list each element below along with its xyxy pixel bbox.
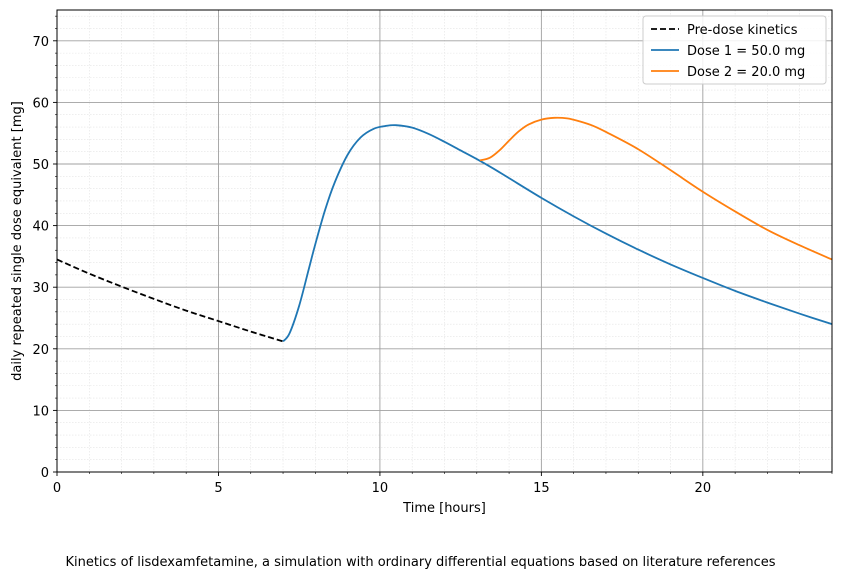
y-tick-label: 30 [32, 281, 49, 296]
y-tick-label: 10 [32, 404, 49, 419]
legend-entry-1: Dose 1 = 50.0 mg [687, 44, 805, 59]
axis-ticks: 0 5 10 15 20 0 10 20 30 40 50 60 70 [32, 15, 833, 496]
legend-box [642, 15, 827, 85]
x-tick-label: 5 [214, 481, 222, 496]
series-line-1 [282, 124, 833, 343]
legend-entry-2: Dose 2 = 20.0 mg [687, 65, 805, 80]
series-line-0 [56, 258, 284, 343]
y-tick-label: 40 [32, 220, 49, 235]
x-axis-label: Time [hours] [402, 501, 486, 516]
y-axis-label: daily repeated single dose equivalent [m… [10, 101, 25, 381]
figure-caption: Kinetics of lisdexamfetamine, a simulati… [65, 555, 776, 570]
y-tick-label: 60 [32, 96, 49, 111]
x-tick-label: 0 [53, 481, 61, 496]
legend-entry-0: Pre-dose kinetics [687, 23, 798, 38]
y-tick-label: 0 [41, 466, 49, 481]
minor-grid [57, 10, 833, 472]
y-tick-label: 70 [32, 35, 49, 50]
x-tick-label: 10 [372, 481, 389, 496]
series-layer [56, 116, 833, 343]
x-tick-label: 15 [533, 481, 550, 496]
y-tick-label: 20 [32, 343, 49, 358]
series-line-2 [479, 116, 833, 261]
legend: Pre-dose kinetics Dose 1 = 50.0 mg Dose 2 … [642, 15, 827, 85]
x-tick-label: 20 [695, 481, 712, 496]
y-tick-label: 50 [32, 158, 49, 173]
